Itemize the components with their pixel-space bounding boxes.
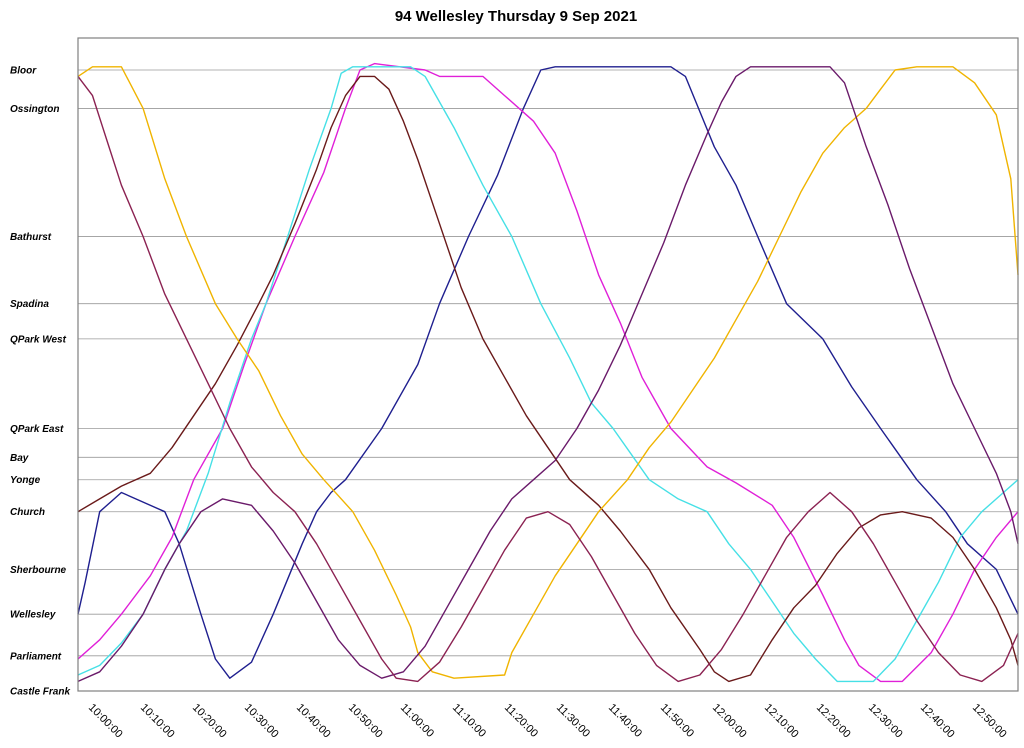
x-tick-label: 12:20:00 [814, 702, 853, 741]
x-tick-label: 11:40:00 [606, 702, 644, 740]
series-line-6 [77, 66, 1019, 683]
x-tick-label: 10:40:00 [294, 702, 333, 741]
x-tick-label: 11:30:00 [554, 702, 592, 740]
x-tick-label: 12:50:00 [970, 702, 1009, 741]
stop-label-parliament: Parliament [10, 651, 62, 662]
stop-label-castle-frank: Castle Frank [10, 687, 70, 698]
stop-label-qpark-east: QPark East [10, 424, 64, 435]
series-line-1 [77, 66, 1019, 679]
series-line-7 [77, 75, 1019, 683]
time-tick-labels: 10:00:00 10:10:00 10:20:00 10:30:00 10:40:00… [86, 702, 1009, 741]
plot-frame [77, 37, 1019, 692]
series-line-5 [77, 66, 1019, 679]
series-line-4 [77, 75, 1019, 683]
series-lines [77, 62, 1019, 683]
chart-title: 94 Wellesley Thursday 9 Sep 2021 [395, 8, 637, 25]
x-tick-label: 12:30:00 [866, 702, 905, 741]
x-tick-label: 12:10:00 [762, 702, 801, 741]
x-tick-label: 10:00:00 [86, 702, 125, 741]
x-tick-label: 10:50:00 [346, 702, 385, 741]
series-line-2 [77, 62, 1019, 683]
x-tick-label: 11:50:00 [658, 702, 696, 740]
series-line-3 [77, 66, 1019, 683]
stop-label-bathurst: Bathurst [10, 232, 52, 243]
x-tick-label: 10:20:00 [190, 702, 229, 741]
stop-label-sherbourne: Sherbourne [10, 565, 67, 576]
stop-label-spadina: Spadina [10, 299, 49, 310]
stop-labels: Bloor Ossington Bathurst Spadina QPark West Q… [10, 66, 70, 698]
stop-label-church: Church [10, 507, 45, 518]
stop-label-bloor: Bloor [10, 66, 37, 77]
stop-label-yonge: Yonge [10, 475, 41, 486]
x-tick-label: 10:10:00 [138, 702, 177, 741]
stop-label-bay: Bay [10, 453, 29, 464]
x-tick-label: 11:20:00 [502, 702, 540, 740]
stop-label-ossington: Ossington [10, 104, 59, 115]
x-tick-label: 11:00:00 [398, 702, 436, 740]
stop-label-qpark-west: QPark West [10, 334, 67, 345]
x-tick-label: 10:30:00 [242, 702, 281, 741]
stop-label-wellesley: Wellesley [10, 610, 56, 621]
x-tick-label: 12:40:00 [918, 702, 957, 741]
x-tick-label: 12:00:00 [710, 702, 749, 741]
x-tick-label: 11:10:00 [450, 702, 488, 740]
stop-gridlines [78, 69, 1018, 692]
